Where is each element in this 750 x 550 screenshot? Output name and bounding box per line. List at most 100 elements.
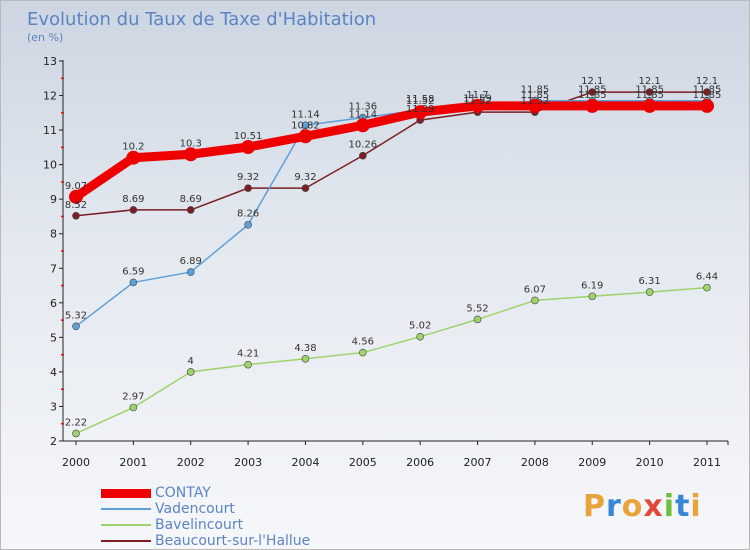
point-beaucourt-sur-l-hallue (186, 206, 195, 214)
legend-swatch (101, 524, 151, 526)
point-bavelincourt (129, 403, 138, 412)
data-label-bavelincourt: 6.07 (524, 284, 546, 295)
y-tick-label: 12 (43, 90, 57, 103)
data-label-contay: 10.2 (122, 142, 144, 153)
point-contay (298, 129, 313, 144)
data-label-bavelincourt: 5.52 (466, 303, 488, 314)
x-tick-label: 2005 (349, 456, 377, 469)
point-contay (470, 98, 485, 113)
data-label-vadencourt: 11.59 (463, 94, 492, 105)
axes: 2 3 4 5 6 7 8 9 10 11 12 13 2000 2001 2002 2003 2004 2005… (43, 55, 729, 469)
logo-letter: i (690, 489, 702, 524)
data-label-beaucourt-sur-l-hallue: 12.1 (639, 76, 661, 87)
logo-letter: o (621, 489, 644, 524)
data-label-vadencourt: 8.26 (237, 209, 259, 220)
data-label-beaucourt-sur-l-hallue: 12.1 (581, 76, 603, 87)
point-beaucourt-sur-l-hallue (588, 88, 597, 96)
point-bavelincourt (359, 348, 367, 357)
point-vadencourt (72, 322, 80, 331)
x-tick-label: 2009 (578, 456, 606, 469)
data-label-vadencourt: 11.85 (635, 85, 664, 96)
data-label-contay: 11.85 (521, 90, 550, 101)
legend-item-vadencourt: Vadencourt (101, 501, 310, 517)
point-beaucourt-sur-l-hallue (244, 184, 252, 192)
point-bavelincourt (186, 368, 195, 376)
point-contay (700, 98, 714, 113)
y-tick-label: 6 (50, 297, 57, 310)
data-label-beaucourt-sur-l-hallue: 8.69 (122, 194, 144, 205)
point-beaucourt-sur-l-hallue (359, 151, 367, 160)
proxiti-logo: Proxiti (583, 489, 702, 524)
x-tick-label: 2006 (406, 456, 434, 469)
series-line-bavelincourt (75, 286, 708, 435)
point-contay (126, 150, 141, 165)
data-label-vadencourt: 11.58 (406, 94, 435, 105)
data-label-beaucourt-sur-l-hallue: 8.52 (65, 200, 87, 211)
legend-item-contay: CONTAY (101, 485, 310, 501)
legend-label: Beaucourt-sur-l'Hallue (155, 533, 311, 549)
series-line-beaucourt-sur-l-hallue (75, 91, 708, 217)
data-label-bavelincourt: 6.19 (581, 280, 603, 291)
data-label-beaucourt-sur-l-hallue: 12.1 (696, 76, 718, 87)
data-label-contay: 9.07 (65, 181, 87, 192)
y-tick-label: 11 (43, 124, 57, 137)
point-bavelincourt (703, 283, 711, 292)
point-contay (69, 189, 83, 204)
chart-subtitle: (en %) (27, 31, 63, 44)
data-label-bavelincourt: 4.56 (352, 337, 374, 348)
data-label-vadencourt: 11.36 (348, 102, 377, 113)
x-tick-label: 2010 (636, 456, 664, 469)
point-bavelincourt (531, 296, 539, 305)
data-label-beaucourt-sur-l-hallue: 10.26 (348, 140, 377, 151)
logo-letter: x (643, 489, 664, 524)
point-bavelincourt (72, 429, 80, 438)
data-label-beaucourt-sur-l-hallue: 9.32 (294, 172, 316, 183)
legend-swatch (101, 508, 151, 510)
point-bavelincourt (645, 288, 654, 296)
data-label-vadencourt: 11.14 (291, 109, 320, 120)
legend-swatch (101, 540, 151, 542)
point-bavelincourt (416, 332, 424, 341)
data-label-bavelincourt: 4.21 (237, 349, 259, 360)
data-label-contay: 10.51 (234, 131, 263, 142)
data-label-beaucourt-sur-l-hallue: 8.69 (180, 194, 202, 205)
y-tick-label: 4 (50, 366, 57, 379)
point-contay (527, 98, 542, 113)
data-label-vadencourt: 5.32 (65, 310, 87, 321)
data-label-bavelincourt: 2.97 (122, 391, 144, 402)
point-beaucourt-sur-l-hallue (129, 206, 138, 214)
data-label-contay: 11.85 (635, 90, 664, 101)
data-label-contay: 11.52 (406, 96, 435, 107)
data-label-vadencourt: 11.85 (521, 85, 550, 96)
x-tick-label: 2002 (177, 456, 205, 469)
logo-letter: t (675, 489, 691, 524)
data-label-vadencourt: 11.85 (578, 85, 607, 96)
legend-label: CONTAY (155, 485, 211, 501)
data-label-beaucourt-sur-l-hallue: 9.32 (237, 172, 259, 183)
point-beaucourt-sur-l-hallue (703, 88, 711, 96)
data-label-beaucourt-sur-l-hallue: 11.52 (463, 96, 492, 107)
series-layer (69, 88, 714, 438)
y-tick-label: 13 (43, 55, 57, 68)
y-tick-label: 8 (50, 228, 57, 241)
data-label-bavelincourt: 4.38 (294, 343, 316, 354)
x-tick-label: 2004 (291, 456, 319, 469)
data-label-beaucourt-sur-l-hallue: 11.52 (521, 96, 550, 107)
data-label-bavelincourt: 6.31 (639, 276, 661, 287)
point-bavelincourt (473, 315, 482, 324)
x-tick-label: 2011 (693, 456, 721, 469)
data-label-contay: 10.82 (291, 120, 320, 131)
point-contay (241, 140, 256, 155)
data-label-contay: 11.7 (466, 90, 488, 101)
legend-item-bavelincourt: Bavelincourt (101, 517, 310, 533)
logo-letter: P (583, 489, 606, 524)
y-tick-label: 5 (50, 331, 57, 344)
data-label-contay: 11.14 (348, 109, 377, 120)
point-contay (413, 105, 428, 120)
point-beaucourt-sur-l-hallue (72, 211, 80, 220)
x-tick-label: 2007 (464, 456, 492, 469)
legend-swatch (101, 488, 151, 498)
y-tick-label: 7 (50, 262, 57, 275)
